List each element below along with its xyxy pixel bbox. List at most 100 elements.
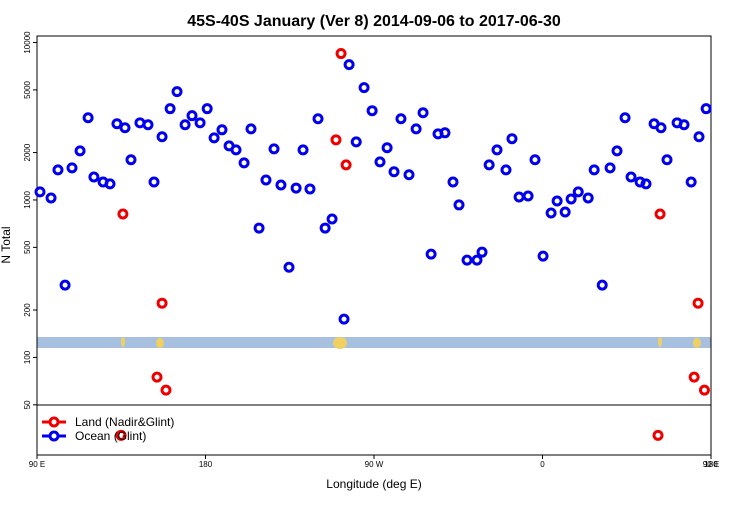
x-tick-label: 180 [704,460,718,469]
y-tick-label: 5000 [23,80,32,98]
point [326,213,338,225]
point [693,131,705,143]
point [338,313,350,325]
point [104,178,116,190]
point [439,127,451,139]
y-tick-label: 200 [23,303,32,317]
point [625,171,637,183]
point [52,164,64,176]
x-tick-label: 0 [540,460,545,469]
point [115,429,127,441]
point [596,279,608,291]
point [461,254,473,266]
x-tick-label: 90 E [29,460,45,469]
point [66,162,78,174]
point [297,144,309,156]
point [604,162,616,174]
point [522,190,534,202]
point [685,176,697,188]
legend-label: Land (Nadir&Glint) [75,415,174,429]
point [654,208,666,220]
point [403,169,415,181]
point [208,132,220,144]
point [611,145,623,157]
point [82,112,94,124]
point [304,183,316,195]
point [148,176,160,188]
point [275,179,287,191]
point [572,186,584,198]
point [500,164,512,176]
point [588,164,600,176]
point [194,117,206,129]
point [45,192,57,204]
legend-label: Ocean (Glint) [75,429,146,443]
map-strip [37,337,711,349]
point [529,154,541,166]
point [59,279,71,291]
chart-title: 45S-40S January (Ver 8) 2014-09-06 to 20… [187,13,561,30]
point [156,131,168,143]
point [186,110,198,122]
point [283,261,295,273]
legend-marker [48,416,60,428]
point [619,112,631,124]
point [655,122,667,134]
point [453,199,465,211]
point [381,142,393,154]
point [160,384,172,396]
point [471,254,483,266]
point [111,118,123,130]
point [319,222,331,234]
point [260,174,272,186]
point [238,157,250,169]
point [700,103,712,115]
point [537,250,549,262]
y-tick-label: 2000 [23,143,32,161]
point [374,156,386,168]
point [395,113,407,125]
point [476,246,488,258]
point [290,182,302,194]
point [330,134,342,146]
point [692,297,704,309]
point [559,206,571,218]
x-tick-label: 180 [199,460,213,469]
point [688,371,700,383]
point [491,144,503,156]
point [678,119,690,131]
point [142,119,154,131]
point [388,166,400,178]
point [483,159,495,171]
point [410,123,422,135]
y-tick-label: 100 [23,350,32,364]
y-tick-label: 500 [23,240,32,254]
y-tick-label: 1000 [23,191,32,209]
point [447,176,459,188]
point [340,159,352,171]
point [171,86,183,98]
point [698,384,710,396]
point [640,178,652,190]
point [88,171,100,183]
point [230,144,242,156]
point [565,193,577,205]
point [245,123,257,135]
point [661,154,673,166]
point [551,195,563,207]
point [366,105,378,117]
point [513,191,525,203]
point [179,119,191,131]
point [125,154,137,166]
point [343,59,355,71]
point [117,208,129,220]
point [34,186,46,198]
point [425,248,437,260]
point [335,48,347,60]
x-tick-label: 90 E [703,460,719,469]
point [253,222,265,234]
point [268,143,280,155]
point [582,192,594,204]
y-tick-label: 50 [23,400,32,409]
plot-frame [36,35,712,456]
